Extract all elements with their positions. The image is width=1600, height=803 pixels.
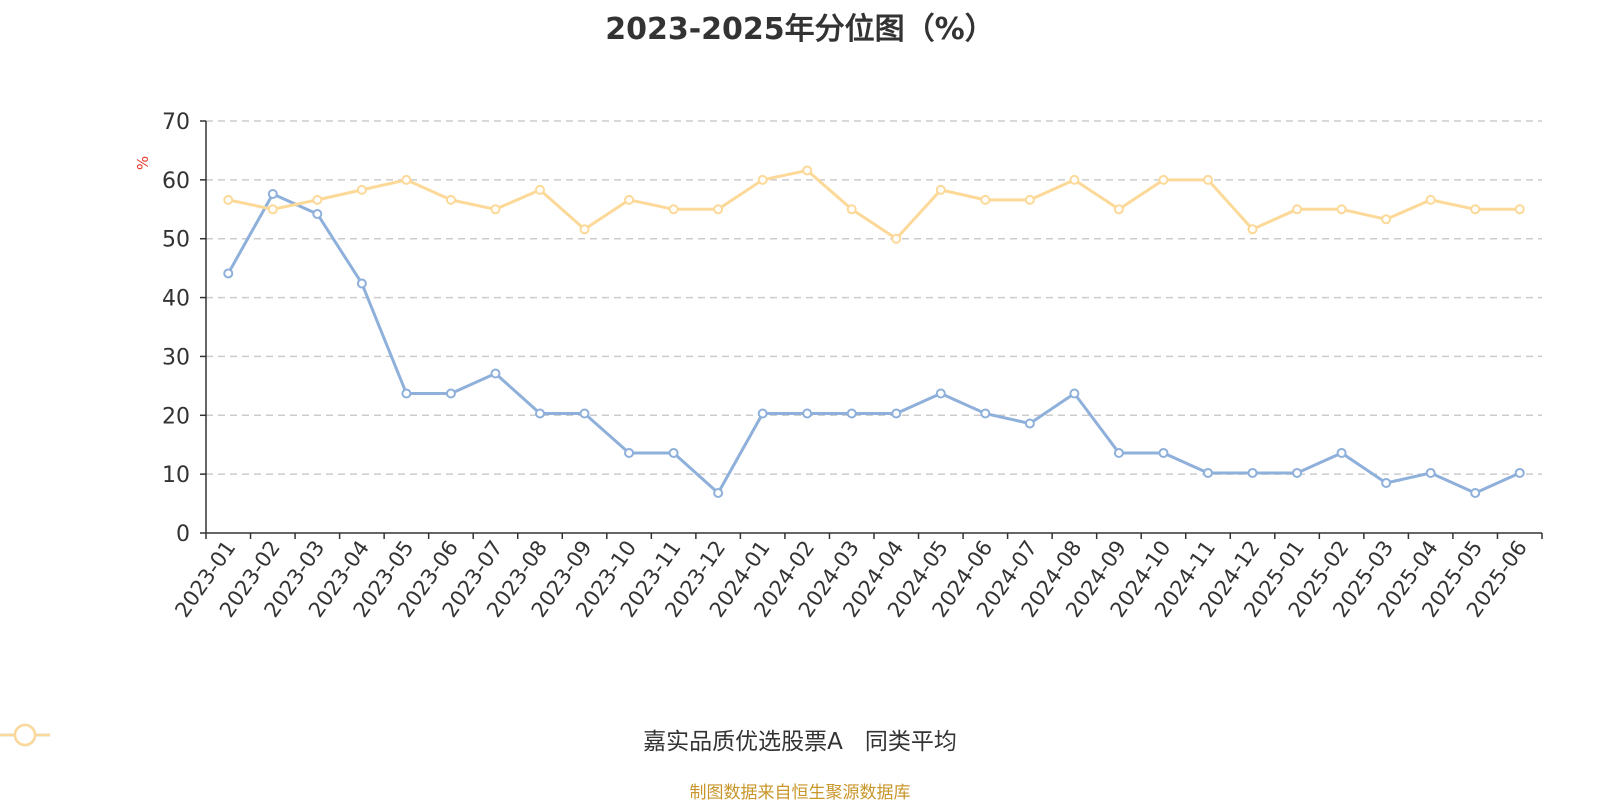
y-axis-label: % bbox=[134, 156, 152, 170]
chart-title: 2023-2025年分位图（%） bbox=[605, 12, 995, 47]
data-point-1 bbox=[356, 184, 367, 195]
data-point-1 bbox=[1425, 194, 1436, 205]
data-point-1 bbox=[490, 204, 501, 215]
data-point-1 bbox=[223, 194, 234, 205]
data-point-0 bbox=[1247, 467, 1258, 478]
data-point-0 bbox=[1425, 467, 1436, 478]
data-point-1 bbox=[846, 204, 857, 215]
data-point-1 bbox=[668, 204, 679, 215]
y-tick-label: 60 bbox=[162, 169, 190, 194]
data-point-1 bbox=[1158, 174, 1169, 185]
data-point-1 bbox=[1514, 204, 1525, 215]
y-tick-label: 40 bbox=[162, 287, 190, 312]
data-point-0 bbox=[223, 268, 234, 279]
data-point-1 bbox=[624, 194, 635, 205]
data-point-1 bbox=[312, 194, 323, 205]
data-point-0 bbox=[1113, 447, 1124, 458]
data-point-0 bbox=[980, 408, 991, 419]
data-point-1 bbox=[802, 165, 813, 176]
data-point-1 bbox=[713, 204, 724, 215]
data-point-1 bbox=[980, 194, 991, 205]
legend-label-fund: 嘉实品质优选股票A bbox=[643, 729, 843, 755]
y-tick-label: 0 bbox=[176, 522, 190, 547]
y-tick-label: 70 bbox=[162, 110, 190, 135]
data-point-1 bbox=[1113, 204, 1124, 215]
data-point-1 bbox=[401, 174, 412, 185]
data-point-1 bbox=[1381, 214, 1392, 225]
data-point-1 bbox=[445, 194, 456, 205]
legend-item-average[interactable]: 同类平均 bbox=[0, 722, 957, 756]
data-point-1 bbox=[757, 174, 768, 185]
legend-swatch-average bbox=[0, 723, 50, 747]
y-tick-label: 50 bbox=[162, 228, 190, 253]
y-tick-label: 30 bbox=[162, 345, 190, 370]
data-point-0 bbox=[846, 408, 857, 419]
data-point-1 bbox=[1203, 174, 1213, 185]
data-point-1 bbox=[535, 184, 545, 195]
data-point-0 bbox=[445, 388, 456, 399]
data-point-0 bbox=[1336, 447, 1347, 458]
data-point-1 bbox=[1069, 174, 1080, 185]
data-point-0 bbox=[1024, 418, 1035, 429]
data-point-1 bbox=[1024, 194, 1035, 205]
data-point-0 bbox=[802, 408, 813, 419]
data-point-0 bbox=[1470, 487, 1481, 498]
legend-item-fund[interactable]: 嘉实品质优选股票A bbox=[0, 722, 843, 756]
data-point-1 bbox=[935, 184, 946, 195]
data-point-0 bbox=[1203, 467, 1213, 478]
data-point-0 bbox=[1158, 447, 1169, 458]
data-point-0 bbox=[401, 388, 412, 399]
data-point-1 bbox=[1292, 204, 1303, 215]
data-point-0 bbox=[579, 408, 590, 419]
data-source-note: 制图数据来自恒生聚源数据库 bbox=[689, 783, 911, 803]
data-point-0 bbox=[624, 447, 635, 458]
data-point-1 bbox=[891, 233, 902, 244]
series-line-1 bbox=[227, 168, 1520, 241]
series-line-0 bbox=[226, 192, 1521, 495]
data-point-0 bbox=[1292, 467, 1303, 478]
data-point-1 bbox=[267, 204, 278, 215]
data-point-0 bbox=[891, 408, 902, 419]
data-point-0 bbox=[356, 278, 367, 289]
data-point-0 bbox=[1514, 467, 1525, 478]
data-point-0 bbox=[668, 447, 679, 458]
data-point-0 bbox=[490, 368, 501, 379]
legend: 嘉实品质优选股票A 同类平均 bbox=[0, 722, 1600, 756]
data-point-0 bbox=[535, 408, 545, 419]
data-point-1 bbox=[1336, 204, 1347, 215]
data-point-0 bbox=[713, 487, 724, 498]
data-point-1 bbox=[1470, 204, 1481, 215]
data-point-0 bbox=[1381, 477, 1392, 488]
data-point-1 bbox=[1247, 224, 1258, 235]
legend-label-average: 同类平均 bbox=[864, 729, 957, 755]
y-tick-label: 20 bbox=[162, 404, 190, 429]
data-point-0 bbox=[312, 208, 323, 219]
line-chart: 010203040506070%2023-012023-022023-03202… bbox=[134, 110, 1543, 622]
data-point-0 bbox=[1069, 388, 1080, 399]
data-point-1 bbox=[579, 224, 590, 235]
data-point-0 bbox=[757, 408, 768, 419]
data-point-0 bbox=[935, 388, 946, 399]
y-tick-label: 10 bbox=[162, 463, 190, 488]
data-point-0 bbox=[267, 188, 278, 199]
